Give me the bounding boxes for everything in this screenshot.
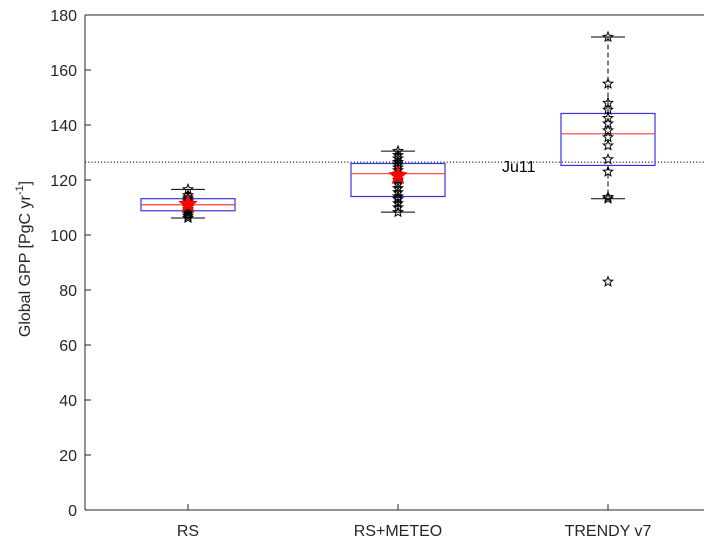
y-axis-label-tail: ] [17, 181, 34, 185]
y-tick-label: 120 [50, 173, 77, 190]
box-trendy-v7 [560, 30, 656, 287]
box-plots [140, 30, 656, 287]
mean-marker [178, 193, 198, 213]
data-point [391, 190, 405, 202]
data-point [601, 124, 615, 136]
plot-area [85, 15, 704, 510]
data-point [601, 111, 615, 124]
y-tick-label: 20 [59, 448, 77, 465]
data-point [601, 103, 615, 116]
data-point [391, 205, 405, 218]
data-point [391, 152, 405, 164]
data-point [391, 186, 405, 198]
data-point [391, 197, 405, 209]
data-point [391, 148, 405, 161]
data-point [601, 139, 615, 151]
data-point [181, 209, 195, 222]
y-tick-label: 160 [50, 63, 77, 80]
y-axis-label-main: Global GPP [PgC yr [17, 194, 34, 337]
y-tick-label: 180 [50, 8, 77, 25]
data-point [181, 208, 195, 220]
data-point [181, 183, 195, 195]
data-point [391, 181, 405, 194]
data-point [601, 275, 615, 287]
x-tick-label: RS [177, 523, 199, 540]
y-tick-label: 80 [59, 283, 77, 300]
mean-marker [388, 165, 408, 184]
reference-line-label: Ju11 [502, 159, 536, 176]
y-tick-label: 140 [50, 118, 77, 135]
y-tick-label: 0 [68, 503, 77, 520]
y-axis-label-sup: -1 [14, 185, 26, 195]
data-point [391, 155, 405, 168]
x-tick-label: RS+METEO [354, 523, 442, 540]
box-rs-meteo [350, 144, 446, 218]
x-tick-label: TRENDY v7 [565, 523, 652, 540]
plot-background [85, 15, 704, 510]
y-tick-label: 40 [59, 393, 77, 410]
data-point [601, 77, 615, 89]
y-tick-label: 100 [50, 228, 77, 245]
y-axis-label: Global GPP [PgC yr-1] [14, 181, 34, 337]
data-point [601, 30, 615, 43]
data-point [601, 190, 615, 203]
data-point [391, 201, 405, 213]
data-point [601, 117, 615, 129]
data-point [601, 165, 615, 177]
data-point [391, 177, 405, 190]
data-point [601, 153, 615, 165]
data-point [601, 96, 615, 109]
data-point [391, 144, 405, 157]
y-tick-label: 60 [59, 338, 77, 355]
data-point [601, 131, 615, 143]
data-point [391, 192, 405, 205]
box-rs [140, 183, 236, 224]
axes: 0 20 40 60 80 100 120 140 160 180 RS RS+METEO TRENDY… [50, 8, 704, 540]
